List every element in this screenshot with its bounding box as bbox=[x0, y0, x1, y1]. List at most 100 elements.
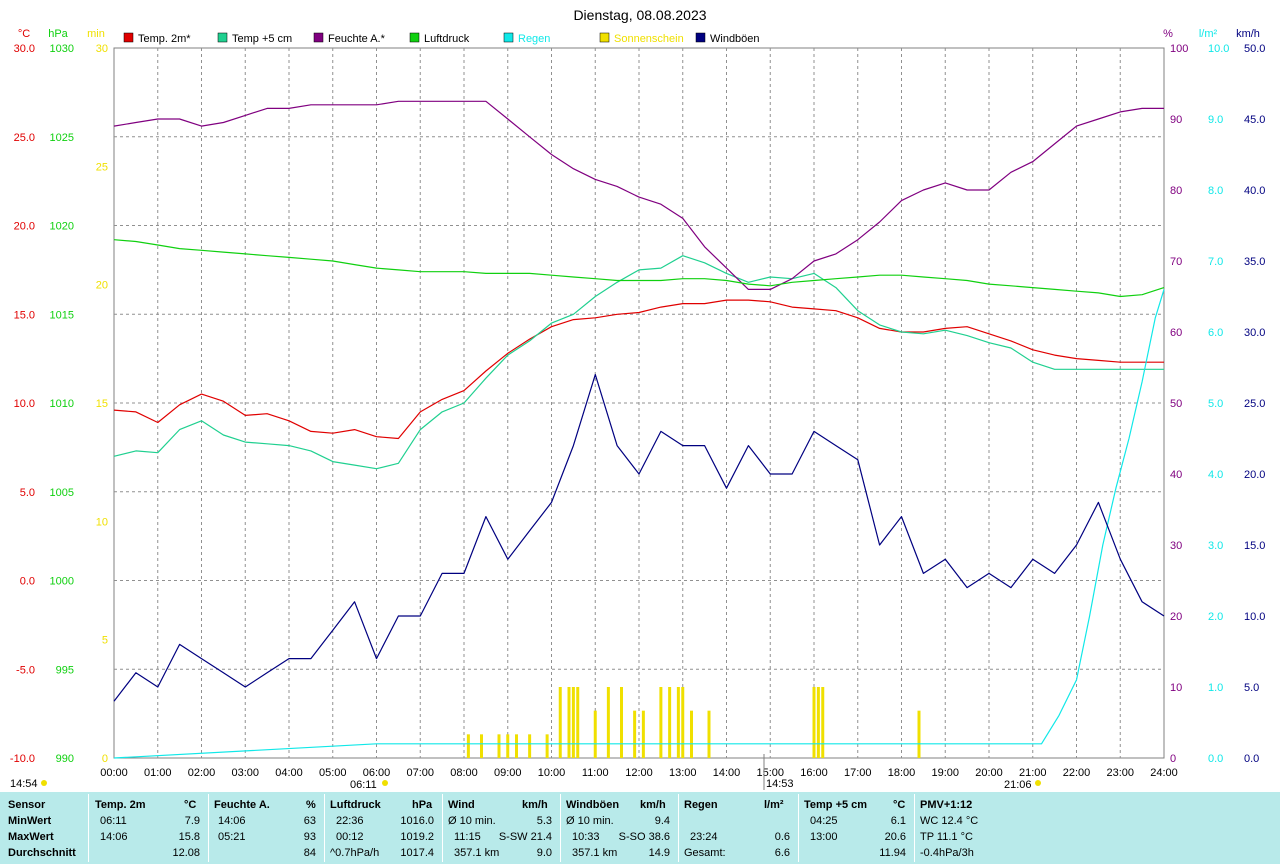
time-tick-label: 20:00 bbox=[975, 767, 1003, 779]
chart-title: Dienstag, 08.08.2023 bbox=[573, 7, 706, 23]
humidity-tick-label: 80 bbox=[1170, 185, 1182, 197]
header-pressure: Luftdruck bbox=[330, 799, 381, 811]
sunshine-bar bbox=[690, 710, 693, 758]
legend-swatch bbox=[123, 32, 134, 43]
avg-wind-distance: 357.1 km bbox=[454, 847, 500, 859]
avg-gust-value: 14.9 bbox=[648, 847, 670, 859]
max-pres-time: 00:12 bbox=[336, 831, 364, 843]
legend-swatch bbox=[409, 32, 420, 43]
sunshine-bar bbox=[497, 734, 501, 758]
sun-icon bbox=[41, 780, 47, 786]
sunshine-tick-label: 5 bbox=[102, 635, 108, 647]
min-hum-time: 14:06 bbox=[218, 815, 246, 827]
time-tick-label: 01:00 bbox=[144, 767, 172, 779]
legend-swatch bbox=[695, 32, 706, 43]
temp-tick-label: -10.0 bbox=[10, 753, 35, 765]
humidity-tick-label: 70 bbox=[1170, 256, 1182, 268]
header-wind: Wind bbox=[448, 799, 475, 811]
avg-label: Durchschnitt bbox=[8, 847, 76, 859]
avg-t5-value: 11.94 bbox=[879, 847, 906, 859]
pressure-tick-label: 1030 bbox=[50, 43, 74, 55]
sunshine-tick-label: 30 bbox=[96, 43, 108, 55]
rain-tick-label: 10.0 bbox=[1208, 43, 1229, 55]
avg-rain-label: Gesamt: bbox=[684, 847, 726, 859]
avg-temp-value: 12.08 bbox=[172, 847, 200, 859]
rain-tick-label: 0.0 bbox=[1208, 753, 1223, 765]
series-humidity bbox=[113, 100, 1164, 290]
sunshine-bar bbox=[558, 687, 562, 758]
sunshine-tick-label: 25 bbox=[96, 161, 108, 173]
time-tick-label: 16:00 bbox=[800, 767, 828, 779]
sunshine-bar bbox=[668, 687, 672, 758]
rain-tick-label: 9.0 bbox=[1208, 114, 1223, 126]
temp-tick-label: 0.0 bbox=[20, 576, 35, 588]
temp-tick-label: 5.0 bbox=[20, 487, 35, 499]
wind-tick-label: 45.0 bbox=[1244, 114, 1265, 126]
time-tick-label: 11:00 bbox=[582, 767, 609, 779]
legend-label: Temp. 2m* bbox=[138, 33, 191, 45]
min-wind-value: 5.3 bbox=[536, 815, 552, 827]
wind-tick-label: 10.0 bbox=[1244, 611, 1265, 623]
solar-noon-label: 14:53 bbox=[766, 778, 794, 790]
rain-tick-label: 1.0 bbox=[1208, 682, 1223, 694]
time-tick-label: 09:00 bbox=[494, 767, 522, 779]
wind-tick-label: 35.0 bbox=[1244, 256, 1265, 268]
rain-tick-label: 4.0 bbox=[1208, 469, 1223, 481]
min-t5-value: 6.1 bbox=[890, 815, 906, 827]
time-tick-label: 13:00 bbox=[669, 767, 697, 779]
header-sensor: Sensor bbox=[8, 799, 46, 811]
sunshine-bar bbox=[606, 687, 610, 758]
max-hum-time: 05:21 bbox=[218, 831, 246, 843]
min-pres-value: 1016.0 bbox=[400, 815, 434, 827]
pressure-tick-label: 1015 bbox=[50, 309, 74, 321]
time-tick-label: 10:00 bbox=[538, 767, 566, 779]
min-temp-time: 06:11 bbox=[100, 815, 127, 827]
header-gust-unit: km/h bbox=[640, 799, 666, 811]
time-tick-label: 18:00 bbox=[888, 767, 916, 779]
max-pmv: TP 11.1 °C bbox=[920, 831, 973, 843]
max-gust-time: 10:33 bbox=[572, 831, 600, 843]
humidity-tick-label: 90 bbox=[1170, 114, 1182, 126]
stats-max-row: MaxWert 14:06 15.8 05:21 93 00:12 1019.2… bbox=[0, 829, 1280, 845]
series-temp-2m bbox=[113, 299, 1164, 440]
max-pres-value: 1019.2 bbox=[400, 831, 434, 843]
header-wind-unit: km/h bbox=[522, 799, 548, 811]
pressure-tick-label: 990 bbox=[56, 753, 74, 765]
series-rain bbox=[113, 289, 1165, 759]
current-time-label: 14:54 bbox=[10, 778, 38, 790]
temp-tick-label: 25.0 bbox=[14, 132, 35, 144]
pressure-tick-label: 1010 bbox=[50, 398, 74, 410]
header-temp: Temp. 2m bbox=[95, 799, 146, 811]
left-unit-label: hPa bbox=[48, 28, 68, 40]
time-tick-label: 03:00 bbox=[231, 767, 259, 779]
max-label: MaxWert bbox=[8, 831, 54, 843]
max-t5-value: 20.6 bbox=[884, 831, 906, 843]
min-label: MinWert bbox=[8, 815, 52, 827]
humidity-tick-label: 0 bbox=[1170, 753, 1176, 765]
humidity-tick-label: 40 bbox=[1170, 469, 1182, 481]
avg-gust-distance: 357.1 km bbox=[572, 847, 618, 859]
sunshine-bar bbox=[633, 710, 637, 758]
series-pressure bbox=[113, 239, 1165, 298]
sunshine-bar bbox=[480, 734, 483, 758]
avg-rain-value: 6.6 bbox=[774, 847, 790, 859]
header-rain-unit: l/m² bbox=[764, 799, 784, 811]
right-unit-label: km/h bbox=[1236, 28, 1260, 40]
rain-tick-label: 7.0 bbox=[1208, 256, 1223, 268]
pressure-tick-label: 1005 bbox=[50, 487, 74, 499]
header-gust: Windböen bbox=[566, 799, 620, 811]
humidity-tick-label: 20 bbox=[1170, 611, 1182, 623]
max-rain-time: 23:24 bbox=[690, 831, 718, 843]
min-pres-time: 22:36 bbox=[336, 815, 364, 827]
min-gust-label: Ø 10 min. bbox=[566, 815, 614, 827]
header-humidity-unit: % bbox=[306, 799, 316, 811]
stats-min-row: MinWert 06:11 7.9 14:06 63 22:36 1016.0 … bbox=[0, 813, 1280, 829]
legend-label: Windböen bbox=[710, 33, 760, 45]
sunshine-bar bbox=[466, 734, 470, 758]
humidity-tick-label: 10 bbox=[1170, 682, 1182, 694]
min-gust-value: 9.4 bbox=[654, 815, 670, 827]
left-unit-label: °C bbox=[18, 28, 30, 40]
sunshine-bar bbox=[816, 687, 820, 758]
time-tick-label: 15:00 bbox=[756, 767, 784, 779]
sunshine-tick-label: 0 bbox=[102, 753, 108, 765]
